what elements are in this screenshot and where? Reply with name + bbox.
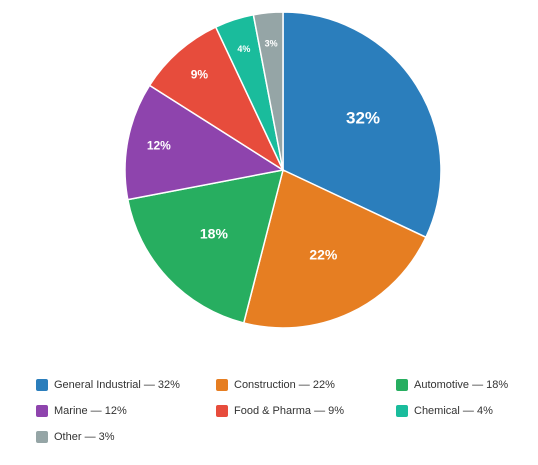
legend-swatch <box>216 404 228 417</box>
legend-swatch <box>36 378 48 391</box>
legend-label: General Industrial — 32% <box>54 378 180 391</box>
pie-slice-food-pharma[interactable] <box>148 26 285 173</box>
legend-item-chemical[interactable]: Chemical — 4% <box>396 404 536 417</box>
legend-item-construction[interactable]: Construction — 22% <box>216 378 396 391</box>
slice-label-food-pharma: 9% <box>191 67 209 81</box>
legend-item-other[interactable]: Other — 3% <box>36 430 216 443</box>
legend-label: Chemical — 4% <box>414 404 493 417</box>
legend-label: Marine — 12% <box>54 404 127 417</box>
legend-label: Other — 3% <box>54 430 115 443</box>
chart-legend: General Industrial — 32% Construction — 2… <box>36 378 536 443</box>
legend-swatch <box>396 404 408 417</box>
pie-slice-marine[interactable] <box>124 84 286 201</box>
pie-chart: 32% 22% 18% 12% 9% 4% 3% <box>124 11 442 329</box>
slice-label-other: 3% <box>265 39 278 49</box>
legend-label: Construction — 22% <box>234 378 335 391</box>
slice-label-chemical: 4% <box>237 44 250 54</box>
legend-swatch <box>36 430 48 443</box>
pie-slice-automotive[interactable] <box>126 169 285 324</box>
legend-label: Automotive — 18% <box>414 378 509 391</box>
legend-item-food-pharma[interactable]: Food & Pharma — 9% <box>216 404 396 417</box>
legend-label: Food & Pharma — 9% <box>234 404 345 417</box>
pie-slice-construction[interactable] <box>242 168 427 329</box>
legend-item-marine[interactable]: Marine — 12% <box>36 404 216 417</box>
legend-item-automotive[interactable]: Automotive — 18% <box>396 378 536 391</box>
legend-swatch <box>36 404 48 417</box>
legend-swatch <box>216 378 228 391</box>
pie-slice-general-industrial[interactable] <box>282 11 442 239</box>
legend-item-general-industrial[interactable]: General Industrial — 32% <box>36 378 216 391</box>
legend-swatch <box>396 378 408 391</box>
pie-slice-other[interactable] <box>252 11 284 171</box>
slice-label-general-industrial: 32% <box>346 109 380 128</box>
slice-label-automotive: 18% <box>200 226 229 242</box>
slice-label-marine: 12% <box>147 138 171 152</box>
slice-label-construction: 22% <box>309 246 338 262</box>
